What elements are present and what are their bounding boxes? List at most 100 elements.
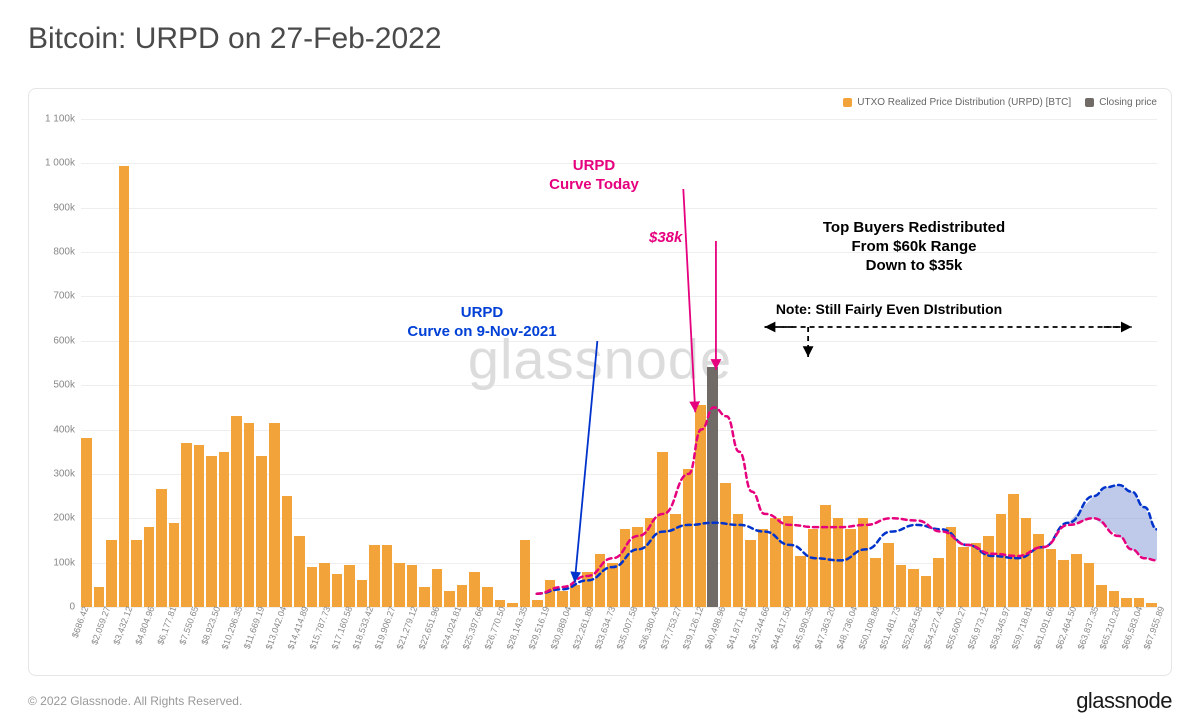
bar xyxy=(294,536,305,607)
bar xyxy=(883,543,894,607)
bar xyxy=(169,523,180,607)
x-tick-label: $3,432.12 xyxy=(111,605,134,646)
bar xyxy=(595,554,606,607)
y-tick-label: 700k xyxy=(35,291,75,302)
x-tick-label: $59,718.81 xyxy=(1010,605,1035,651)
bar xyxy=(419,587,430,607)
bar xyxy=(1008,494,1019,607)
bar xyxy=(106,540,117,607)
x-tick-label: $6,177.81 xyxy=(155,605,178,646)
x-tick-label: $36,380.43 xyxy=(637,605,662,651)
bar xyxy=(908,569,919,607)
bar xyxy=(520,540,531,607)
legend-closing: Closing price xyxy=(1085,97,1157,108)
bar xyxy=(457,585,468,607)
bar xyxy=(670,514,681,607)
bar xyxy=(156,489,167,607)
bar xyxy=(946,527,957,607)
legend-closing-swatch xyxy=(1085,98,1094,107)
bar xyxy=(820,505,831,607)
bar xyxy=(1033,534,1044,607)
bar xyxy=(282,496,293,607)
x-tick-label: $29,516.19 xyxy=(527,605,552,651)
x-tick-label: $35,007.58 xyxy=(615,605,640,651)
x-tick-label: $33,634.73 xyxy=(593,605,618,651)
bar xyxy=(1021,518,1032,607)
x-tick-label: $39,126.12 xyxy=(680,605,705,651)
x-tick-label: $51,481.73 xyxy=(878,605,903,651)
bar xyxy=(1121,598,1132,607)
bar xyxy=(983,536,994,607)
x-tick-label: $44,617.50 xyxy=(768,605,793,651)
bar xyxy=(206,456,217,607)
x-tick-label: $25,397.66 xyxy=(461,605,486,651)
x-tick-label: $54,227.43 xyxy=(922,605,947,651)
bar xyxy=(81,438,92,607)
footer-brand: glassnode xyxy=(1076,688,1172,714)
legend-closing-label: Closing price xyxy=(1099,97,1157,108)
bar xyxy=(369,545,380,607)
x-tick-label: $48,736.04 xyxy=(834,605,859,651)
bar xyxy=(745,540,756,607)
bar xyxy=(870,558,881,607)
y-tick-label: 1 100k xyxy=(35,114,75,125)
y-tick-label: 400k xyxy=(35,424,75,435)
y-tick-label: 600k xyxy=(35,335,75,346)
x-tick-label: $58,345.97 xyxy=(988,605,1013,651)
bar xyxy=(582,572,593,607)
y-tick-label: 100k xyxy=(35,557,75,568)
y-tick-label: 1 000k xyxy=(35,158,75,169)
x-tick-label: $47,363.20 xyxy=(812,605,837,651)
x-tick-label: $7,550.65 xyxy=(177,605,200,646)
bar xyxy=(570,585,581,607)
bar xyxy=(1046,549,1057,607)
bar xyxy=(845,529,856,607)
x-tick-label: $24,024.81 xyxy=(439,605,464,651)
x-tick-label: $4,804.96 xyxy=(133,605,156,646)
x-tick-label: $56,973.12 xyxy=(966,605,991,651)
bar xyxy=(144,527,155,607)
x-tick-label: $61,091.66 xyxy=(1032,605,1057,651)
bar xyxy=(319,563,330,607)
x-tick-label: $63,837.35 xyxy=(1076,605,1101,651)
x-tick-label: $15,787.73 xyxy=(307,605,332,651)
bar xyxy=(933,558,944,607)
x-tick-label: $10,296.35 xyxy=(219,605,244,651)
x-tick-label: $62,464.50 xyxy=(1054,605,1079,651)
bar xyxy=(1084,563,1095,607)
bar xyxy=(683,469,694,607)
x-tick-label: $22,651.96 xyxy=(417,605,442,651)
bar xyxy=(695,405,706,607)
bar xyxy=(394,563,405,607)
x-tick-label: $14,414.89 xyxy=(285,605,310,651)
bar xyxy=(231,416,242,607)
x-tick-label: $50,108.89 xyxy=(856,605,881,651)
bar xyxy=(896,565,907,607)
legend-urpd-label: UTXO Realized Price Distribution (URPD) … xyxy=(857,97,1071,108)
bar xyxy=(1071,554,1082,607)
closing-price-bar xyxy=(707,367,718,607)
bar xyxy=(733,514,744,607)
bar xyxy=(557,591,568,607)
x-tick-label: $52,854.58 xyxy=(900,605,925,651)
y-tick-label: 0 xyxy=(35,602,75,613)
annot-urpd-today: URPDCurve Today xyxy=(529,157,659,195)
x-tick-label: $43,244.66 xyxy=(746,605,771,651)
bar xyxy=(407,565,418,607)
x-tick-label: $37,753.27 xyxy=(658,605,683,651)
annot-urpd-nov: URPDCurve on 9-Nov-2021 xyxy=(387,304,577,342)
x-tick-label: $30,889.04 xyxy=(549,605,574,651)
y-tick-label: 900k xyxy=(35,202,75,213)
bar xyxy=(344,565,355,607)
y-tick-label: 500k xyxy=(35,380,75,391)
legend-urpd-swatch xyxy=(843,98,852,107)
bar xyxy=(307,567,318,607)
x-tick-label: $65,210.20 xyxy=(1098,605,1123,651)
bar xyxy=(357,580,368,607)
annot-note: Note: Still Fairly Even DIstribution xyxy=(719,301,1059,319)
x-tick-label: $8,923.50 xyxy=(199,605,222,646)
y-tick-label: 200k xyxy=(35,513,75,524)
x-tick-label: $55,600.27 xyxy=(944,605,969,651)
bar xyxy=(1058,560,1069,607)
x-axis-labels: $686.42$2,059.27$3,432.12$4,804.96$6,177… xyxy=(81,611,1157,673)
